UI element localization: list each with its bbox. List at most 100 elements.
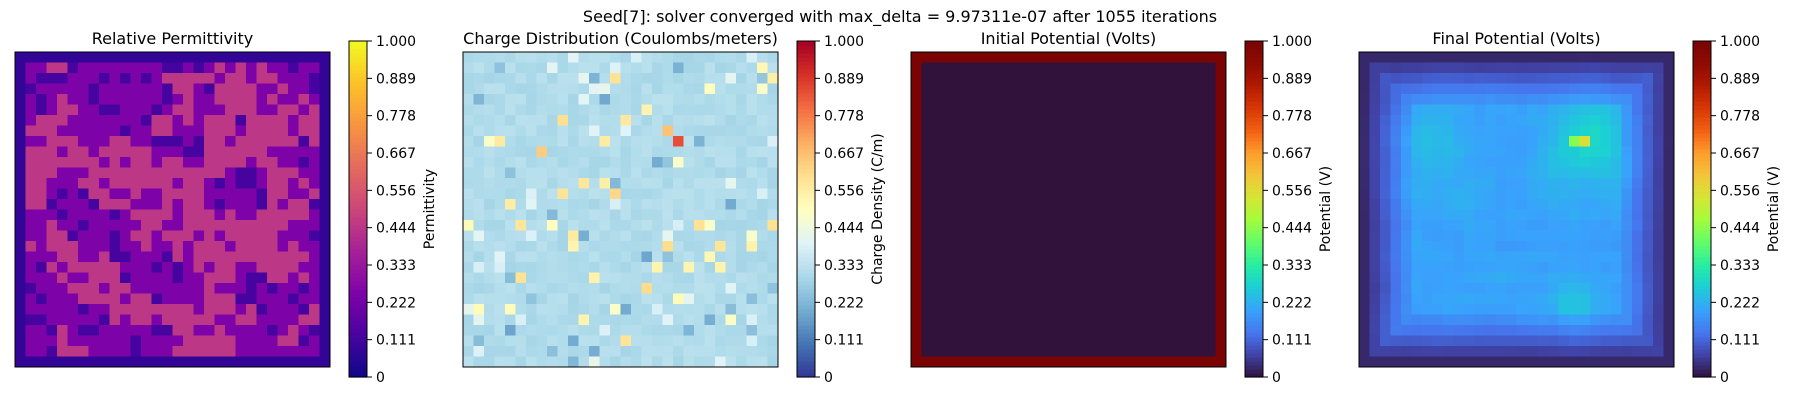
heatmap-cell: [15, 230, 26, 242]
colorbar-segment: [1245, 213, 1263, 218]
heatmap-cell: [1558, 272, 1570, 284]
heatmap-cell: [1194, 146, 1206, 158]
heatmap-cell: [568, 167, 579, 179]
colorbar-segment: [1693, 201, 1711, 206]
heatmap-cell: [942, 272, 954, 284]
heatmap-cell: [911, 136, 922, 147]
heatmap-cell: [309, 104, 320, 116]
heatmap-cell: [151, 335, 163, 347]
heatmap-cell: [1653, 62, 1664, 74]
heatmap-cell: [631, 262, 642, 273]
heatmap-cell: [319, 220, 331, 231]
heatmap-cell: [1163, 52, 1174, 63]
colorbar-segment: [349, 149, 367, 154]
heatmap-cell: [652, 346, 663, 357]
heatmap-cell: [610, 304, 621, 315]
heatmap-cell: [1215, 262, 1227, 273]
colorbar-segment: [797, 305, 815, 310]
heatmap-cell: [589, 146, 600, 158]
heatmap-cell: [1527, 356, 1538, 368]
heatmap-cell: [109, 115, 121, 126]
heatmap-cell: [1215, 325, 1227, 336]
heatmap-cell: [984, 52, 996, 63]
heatmap-cell: [1537, 188, 1549, 200]
heatmap-cell: [463, 73, 474, 84]
heatmap-cell: [1569, 293, 1580, 305]
heatmap-cell: [1089, 220, 1101, 231]
heatmap-cell: [932, 73, 943, 84]
heatmap-cell: [1005, 293, 1017, 305]
heatmap-cell: [1411, 125, 1423, 137]
heatmap-cell: [1569, 83, 1580, 95]
heatmap-cell: [557, 188, 569, 200]
heatmap-cell: [1495, 62, 1507, 74]
heatmap-cell: [631, 188, 642, 200]
heatmap-cell: [547, 199, 558, 210]
heatmap-cell: [715, 241, 726, 252]
heatmap-cell: [1110, 251, 1122, 263]
heatmap-cell: [298, 335, 310, 347]
heatmap-cell: [1047, 220, 1059, 231]
heatmap-cell: [172, 356, 184, 368]
heatmap-cell: [1506, 241, 1517, 252]
heatmap-cell: [610, 115, 621, 126]
heatmap-cell: [652, 115, 663, 126]
panel-final-potential: Final Potential (Volts) 00.1110.2220.333…: [1358, 29, 1782, 386]
heatmap-cell: [120, 304, 131, 315]
heatmap-cell: [589, 62, 600, 74]
heatmap-cell: [141, 115, 152, 126]
heatmap-cell: [225, 304, 236, 315]
heatmap-cell: [1642, 73, 1654, 84]
heatmap-cell: [767, 136, 779, 147]
heatmap-cell: [1548, 136, 1559, 147]
heatmap-cell: [547, 157, 558, 168]
heatmap-cell: [1663, 293, 1675, 305]
heatmap-cell: [1527, 272, 1538, 284]
heatmap-cell: [1527, 220, 1538, 231]
colorbar-segment: [1693, 265, 1711, 270]
heatmap-cell: [1205, 52, 1216, 63]
heatmap-cell: [911, 52, 922, 63]
heatmap-cell: [1079, 83, 1090, 95]
heatmap-cell: [1005, 83, 1017, 95]
heatmap-cell: [631, 178, 642, 189]
heatmap-cell: [25, 73, 37, 84]
colorbar-segment: [349, 289, 367, 294]
heatmap-cell: [267, 262, 278, 273]
heatmap-cell: [1205, 136, 1216, 147]
heatmap-cell: [162, 356, 173, 368]
heatmap-cell: [1474, 325, 1486, 336]
heatmap-cell: [1142, 293, 1153, 305]
heatmap-cell: [204, 94, 215, 105]
heatmap-cell: [1401, 356, 1412, 368]
heatmap-cell: [526, 335, 537, 347]
heatmap-cell: [1359, 335, 1370, 347]
heatmap-cell: [141, 325, 152, 336]
heatmap-cell: [1037, 283, 1048, 294]
heatmap-cell: [911, 83, 922, 95]
heatmap-cell: [1663, 230, 1675, 242]
heatmap-cell: [610, 178, 621, 189]
colorbar-segment: [1245, 105, 1263, 110]
colorbar-segment: [349, 217, 367, 222]
heatmap-cell: [1495, 199, 1507, 210]
heatmap-cell: [683, 220, 695, 231]
heatmap-cell: [1369, 83, 1381, 95]
colorbar-segment: [1693, 205, 1711, 210]
heatmap-cell: [767, 52, 779, 63]
heatmap-cell: [1642, 167, 1654, 179]
heatmap-cell: [662, 146, 674, 158]
heatmap-cell: [767, 104, 779, 116]
heatmap-cell: [1516, 188, 1528, 200]
heatmap-cell: [536, 283, 548, 294]
heatmap-cell: [662, 335, 674, 347]
heatmap-cell: [921, 220, 933, 231]
heatmap-cell: [235, 251, 247, 263]
heatmap-cell: [214, 52, 226, 63]
heatmap-cell: [1443, 188, 1454, 200]
heatmap-cell: [1590, 136, 1601, 147]
heatmap-cell: [1642, 146, 1654, 158]
heatmap-cell: [704, 304, 716, 315]
heatmap-cell: [99, 167, 110, 179]
heatmap-cell: [1142, 241, 1153, 252]
